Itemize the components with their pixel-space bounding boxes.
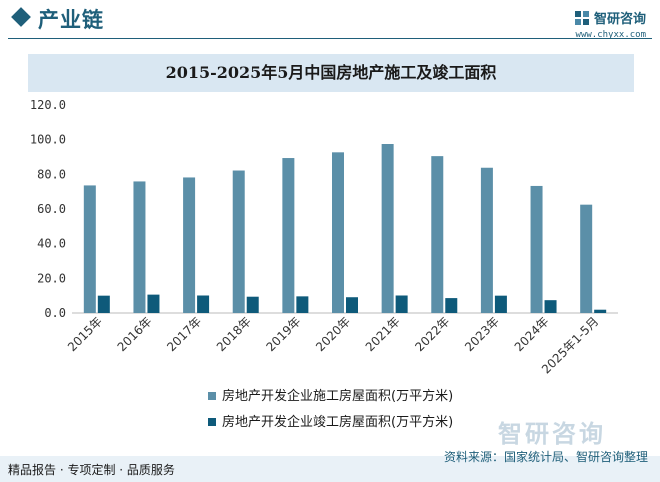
y-tick-label: 0.0 [44,306,66,320]
bar-completed [197,295,210,313]
bar-construction [530,185,543,313]
bar-completed [97,295,110,313]
bar-construction [332,152,344,313]
bar-construction [431,156,444,313]
legend: 房地产开发企业施工房屋面积(万平方米) 房地产开发企业竣工房屋面积(万平方米) [208,388,453,430]
y-tick-label: 120.0 [30,98,66,112]
bar-completed [246,296,259,313]
bar-construction [183,177,196,313]
bar-completed [395,295,408,313]
x-tick-label: 2016年 [115,314,155,354]
bar-completed [594,309,607,313]
brand: 智研咨询 [574,8,646,27]
y-tick-label: 20.0 [37,271,66,285]
legend-label: 房地产开发企业竣工房屋面积(万平方米) [222,414,453,430]
bar-completed [346,297,358,313]
bar-construction [133,181,146,313]
x-tick-label: 2022年 [412,314,452,354]
y-tick-label: 60.0 [37,202,66,216]
x-axis-labels: 2015年 2016年 2017年 2018年 2019年 2020年 2021年 2022年… [65,314,601,376]
section-title: 产业链 [38,8,104,32]
bar-group [83,144,607,313]
x-tick-label: 2020年 [313,314,353,354]
legend-swatch [208,392,216,400]
title-band [28,54,634,92]
bar-construction [232,170,245,313]
bar-construction [83,185,96,313]
x-tick-label: 2018年 [214,314,254,354]
bar-chart: 120.0 100.0 80.0 60.0 40.0 20.0 0.0 2015年 2016年… [30,98,618,430]
x-tick-label: 2015年 [65,314,105,354]
header-divider [8,38,652,39]
x-tick-label: 2023年 [462,314,502,354]
y-tick-label: 80.0 [37,167,66,181]
bar-completed [445,298,458,313]
footer-band [0,456,660,482]
x-tick-label: 2017年 [164,314,204,354]
brand-name: 智研咨询 [593,12,646,27]
legend-label: 房地产开发企业施工房屋面积(万平方米) [222,388,453,404]
brand-logo-icon [574,10,589,25]
bar-construction [381,144,394,313]
y-axis: 120.0 100.0 80.0 60.0 40.0 20.0 0.0 [30,98,618,320]
chart-title: 2015-2025年5月中国房地产施工及竣工面积 [165,63,497,82]
x-tick-label: 2021年 [363,314,403,354]
brand-url: www.chyxx.com [575,30,646,40]
header: 产业链 智研咨询 www.chyxx.com [0,0,660,40]
watermark: 智研咨询 [498,420,606,448]
bar-completed [544,300,557,313]
bar-construction [282,158,295,313]
y-tick-label: 40.0 [37,237,66,251]
bar-completed [296,296,309,313]
legend-swatch [208,418,216,426]
footer-tagline: 精品报告 · 专项定制 · 品质服务 [8,463,175,477]
x-tick-label: 2019年 [264,314,304,354]
x-tick-label: 2024年 [512,314,552,354]
bar-construction [580,204,593,313]
bar-construction [480,167,493,313]
bar-completed [494,295,507,313]
bar-completed [147,294,160,313]
source-note: 资料来源：国家统计局、智研咨询整理 [443,450,648,464]
y-tick-label: 100.0 [30,133,66,147]
